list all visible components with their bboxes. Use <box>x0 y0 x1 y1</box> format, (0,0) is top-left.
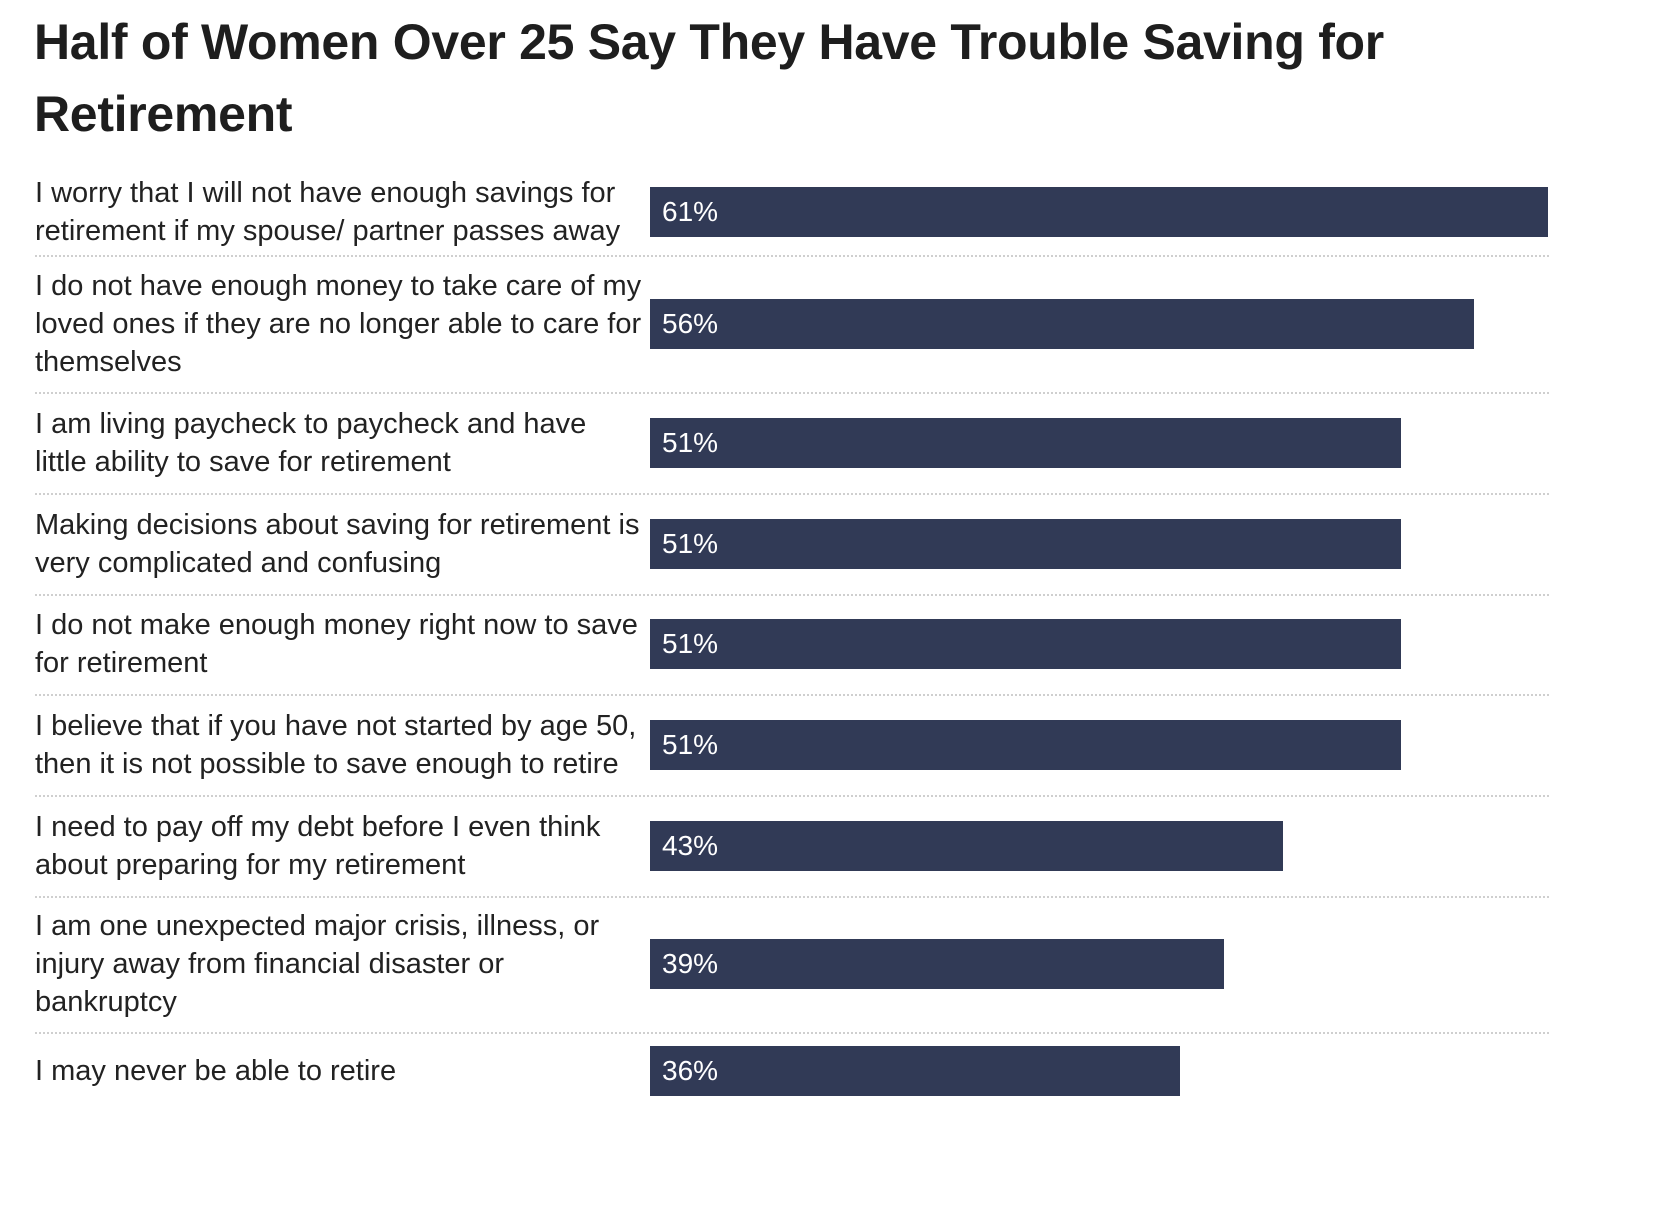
bar: 61% <box>650 186 1548 237</box>
category-label: I need to pay off my debt before I even … <box>35 810 601 881</box>
category-label: I believe that if you have not started b… <box>35 709 637 780</box>
bar-value-label: 51% <box>662 426 719 458</box>
bar-value-label: 61% <box>662 195 719 227</box>
category-label: I am living paycheck to paycheck and hav… <box>35 407 587 478</box>
bar: 51% <box>650 417 1401 468</box>
bar: 51% <box>650 518 1401 569</box>
bar-value-label: 39% <box>662 948 719 979</box>
bar: 51% <box>650 719 1401 770</box>
category-label: I do not make enough money right now to … <box>35 609 638 679</box>
category-label: I am one unexpected major crisis, illnes… <box>35 910 600 1018</box>
row-separator <box>35 694 1549 696</box>
category-label: I may never be able to retire <box>35 1055 397 1087</box>
row-separator <box>35 493 1549 495</box>
category-label: Making decisions about saving for retire… <box>35 508 640 579</box>
bar: 36% <box>650 1046 1180 1096</box>
bar-value-label: 51% <box>662 527 719 559</box>
bar-value-label: 51% <box>662 628 719 659</box>
bar-value-label: 43% <box>662 829 719 861</box>
row-separator <box>35 594 1549 596</box>
bar-value-label: 36% <box>662 1055 719 1086</box>
bar: 43% <box>650 820 1284 871</box>
bar: 51% <box>650 619 1401 669</box>
bar-value-label: 56% <box>662 307 719 339</box>
bar: 39% <box>650 939 1225 989</box>
row-separator <box>35 795 1549 797</box>
bar-value-label: 51% <box>662 728 719 760</box>
category-label: I worry that I will not have enough savi… <box>35 176 621 247</box>
row-separator <box>35 1032 1549 1034</box>
row-separator <box>35 392 1549 394</box>
row-separator <box>35 896 1549 898</box>
category-label: I do not have enough money to take care … <box>35 269 642 378</box>
chart-title: Half of Women Over 25 Say They Have Trou… <box>34 14 1384 142</box>
row-separator <box>35 255 1549 257</box>
bar: 56% <box>650 298 1475 349</box>
